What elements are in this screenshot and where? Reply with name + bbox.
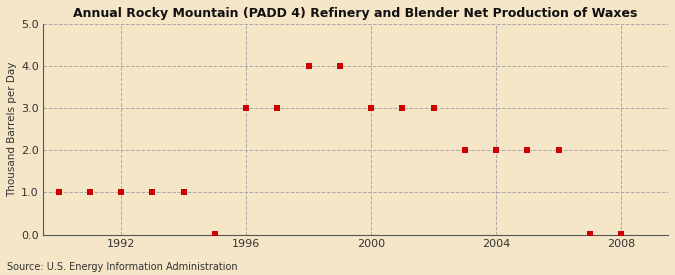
Point <box>585 232 595 236</box>
Point <box>115 190 126 195</box>
Point <box>178 190 189 195</box>
Point <box>491 148 502 153</box>
Point <box>84 190 95 195</box>
Title: Annual Rocky Mountain (PADD 4) Refinery and Blender Net Production of Waxes: Annual Rocky Mountain (PADD 4) Refinery … <box>74 7 638 20</box>
Point <box>554 148 564 153</box>
Point <box>303 64 314 68</box>
Point <box>335 64 346 68</box>
Point <box>460 148 470 153</box>
Point <box>272 106 283 110</box>
Point <box>209 232 220 236</box>
Point <box>53 190 64 195</box>
Point <box>397 106 408 110</box>
Point <box>616 232 626 236</box>
Y-axis label: Thousand Barrels per Day: Thousand Barrels per Day <box>7 62 17 197</box>
Point <box>241 106 252 110</box>
Text: Source: U.S. Energy Information Administration: Source: U.S. Energy Information Administ… <box>7 262 238 272</box>
Point <box>366 106 377 110</box>
Point <box>147 190 158 195</box>
Point <box>522 148 533 153</box>
Point <box>428 106 439 110</box>
